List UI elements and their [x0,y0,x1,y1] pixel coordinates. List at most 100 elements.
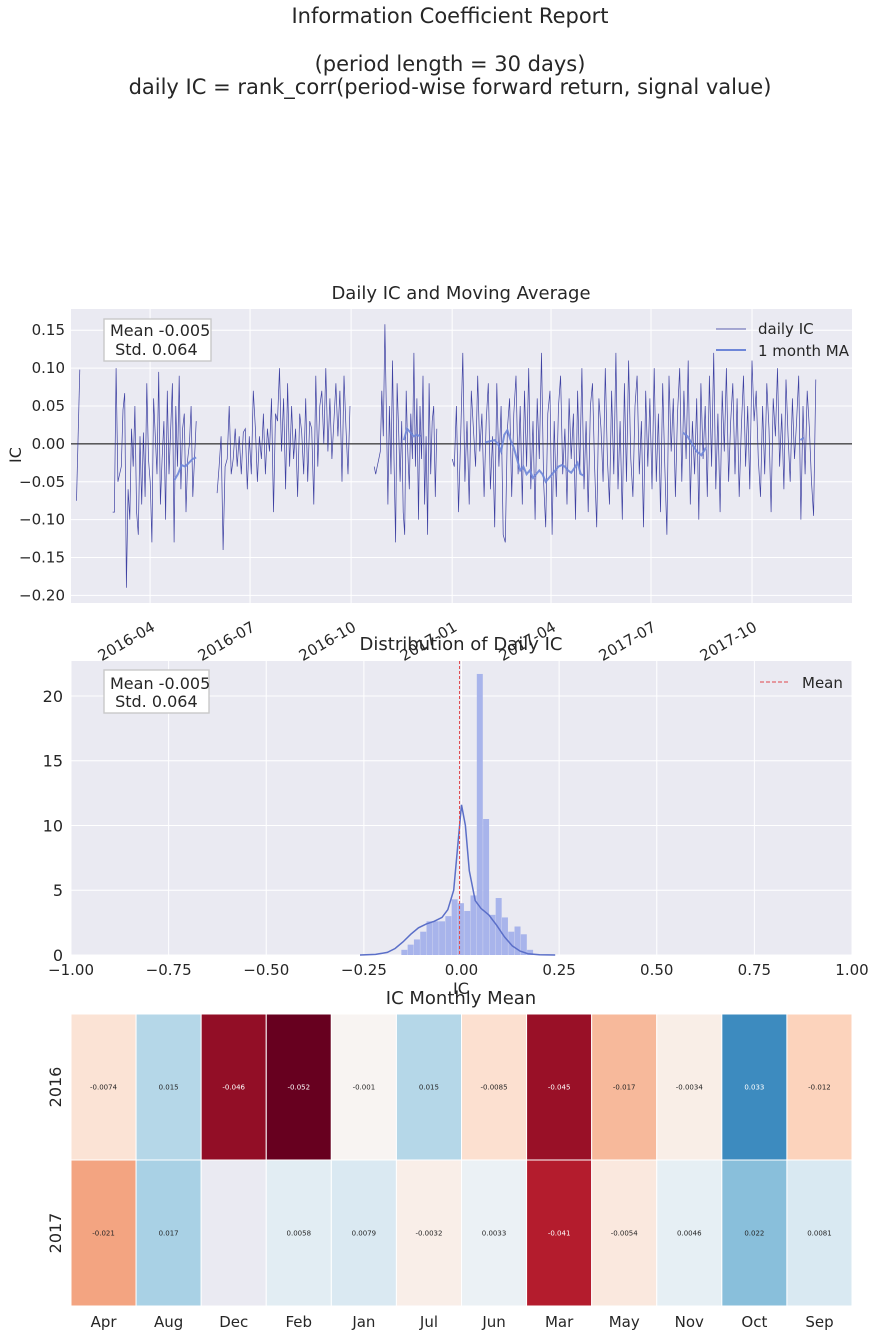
ic-histogram-bar [514,926,521,955]
heatmap-cell [395,1159,462,1307]
heatmap-column-label: Aug [154,1313,183,1331]
heatmap-cell-value: 0.015 [419,1084,439,1092]
ic-distribution-x-tick-label: −0.25 [341,961,387,979]
heatmap-cell [265,1013,332,1161]
ic-distribution-chart: Distribution of Daily IC 0 5 10 15 20 −1.00 −… [43,634,869,998]
heatmap-cell [70,1159,137,1307]
ic-histogram-bar [501,917,508,955]
ic-distribution-x-tick-label: −0.75 [146,961,192,979]
heatmap-cell [721,1013,788,1161]
ic-distribution-x-tick-label: 0.00 [445,961,478,979]
heatmap-cell [591,1159,658,1307]
ic-histogram-bar [464,910,471,955]
ic-histogram-bar [413,939,420,955]
heatmap-cell-value: -0.0085 [481,1084,508,1092]
heatmap-column-label: Mar [545,1313,574,1331]
ic-distribution-y-tick-label: 20 [43,687,63,706]
heatmap-cell-value: -0.041 [548,1230,571,1238]
ic-histogram-bar [432,921,439,955]
ic-histogram-bar [401,949,408,955]
heatmap-cell [656,1159,723,1307]
daily-ic-y-tick-label: 0.05 [32,397,65,415]
ic-distribution-x-tick-label: 0.50 [640,961,673,979]
daily-ic-y-axis-label: IC [6,447,25,463]
heatmap-cell-value: -0.0034 [676,1084,704,1092]
daily-ic-y-tick-label: 0.15 [32,321,65,339]
heatmap-cell-value: -0.052 [288,1084,311,1092]
heatmap-column-label: Oct [741,1313,767,1331]
heatmap-column-label: Dec [219,1313,248,1331]
legend-label-daily-ic: daily IC [758,320,814,338]
ic-histogram-bar [527,949,534,955]
heatmap-cell-value: -0.046 [222,1084,245,1092]
heatmap-cell-value: 0.0046 [677,1230,702,1238]
ic-distribution-x-tick-label: 0.75 [738,961,771,979]
daily-ic-y-tick-label: −0.15 [19,549,65,567]
ic-histogram-bar [470,895,477,955]
ic-distribution-stats-std: Std. 0.064 [110,692,198,711]
heatmap-cell [591,1013,658,1161]
daily-ic-series-segment [76,369,81,501]
daily-ic-y-tick-label: 0.10 [32,359,65,377]
heatmap-row-label: 2016 [46,1067,65,1108]
ic-distribution-y-tick-label: 15 [43,752,63,771]
heatmap-cell-value: -0.0032 [415,1230,442,1238]
heatmap-cell-value: -0.012 [808,1084,831,1092]
ic-histogram-bar [520,934,527,955]
ic-distribution-legend: Mean [760,674,843,692]
heatmap-cell-value: -0.0054 [611,1230,639,1238]
ma-series-segment [682,431,707,457]
ic-histogram-bar [451,899,458,955]
daily-ic-y-tick-label: −0.10 [19,511,65,529]
daily-ic-title: Daily IC and Moving Average [331,283,590,304]
ma-series-segment [484,427,585,484]
daily-ic-legend: daily IC 1 month MA [716,320,850,360]
ic-histogram-bar [489,914,496,955]
ic-histogram-bar [445,916,452,955]
ic-histogram-bar [476,673,483,955]
heatmap-cell [330,1159,397,1307]
heatmap-cell [721,1159,788,1307]
ic-distribution-x-tick-label: −1.00 [48,961,94,979]
ma-series-segment [799,436,805,441]
report-subtitle-period: (period length = 30 days) [315,52,586,76]
heatmap-cell-value: 0.0079 [352,1230,377,1238]
heatmap-cell [461,1159,528,1307]
ic-histogram-bar [439,921,446,955]
ma-series-segment [402,426,421,441]
ic-distribution-stats-box: Mean -0.005 Std. 0.064 [103,669,210,714]
daily-ic-series-segment [373,324,438,543]
ic-distribution-y-tick-label: 5 [53,881,63,900]
ic-histogram-bar [483,819,490,955]
report-title: Information Coefficient Report [291,4,608,28]
ic-histogram-bar [495,898,502,955]
heatmap-cell-value: 0.033 [744,1084,764,1092]
ic-histogram-bar [508,931,515,955]
heatmap-cell-value: 0.0058 [287,1230,312,1238]
heatmap-cell [135,1159,202,1307]
daily-ic-y-tick-label: −0.05 [19,473,65,491]
heatmap-column-label: Jul [419,1313,438,1331]
heatmap-row-label: 2017 [46,1213,65,1254]
ic-histogram-bar [420,931,427,955]
heatmap-cell [786,1159,853,1307]
daily-ic-stats-box: Mean -0.005 Std. 0.064 [103,318,212,362]
daily-ic-series-segment [112,368,197,588]
ic-distribution-stats-mean: Mean -0.005 [110,674,210,693]
ic-histogram-bar [457,903,464,955]
heatmap-column-label: Nov [675,1313,704,1331]
ic-monthly-heatmap: IC Monthly Mean -0.0074 0.015 -0.046 -0.052… [46,988,853,1331]
heatmap-cell-value: -0.0074 [90,1084,118,1092]
legend-label-ma: 1 month MA [758,342,850,360]
ic-distribution-x-axis-label: IC [453,979,469,998]
ic-histogram-bar [426,921,433,955]
heatmap-cell-value: 0.022 [744,1230,764,1238]
heatmap-cell-value: 0.017 [159,1230,179,1238]
ic-histogram-bar [407,944,414,955]
heatmap-column-label: Sep [805,1313,833,1331]
daily-ic-y-tick-label: −0.20 [19,586,65,604]
heatmap-cell-value: -0.017 [613,1084,636,1092]
daily-ic-series-segment [451,352,817,543]
heatmap-cell [526,1013,593,1161]
heatmap-cell-value: 0.0033 [482,1230,507,1238]
